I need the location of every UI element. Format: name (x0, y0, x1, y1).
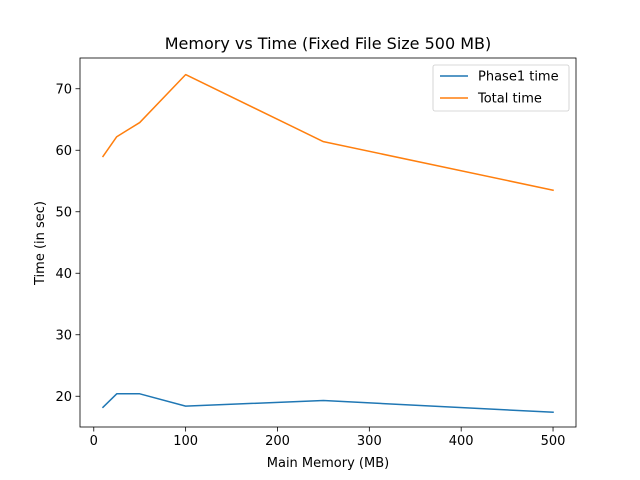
x-tick-label: 0 (90, 434, 98, 449)
x-tick-label: 400 (449, 434, 474, 449)
y-tick-label: 60 (55, 144, 72, 159)
x-tick-label: 200 (265, 434, 290, 449)
x-tick-label: 100 (173, 434, 198, 449)
x-tick-label: 500 (541, 434, 566, 449)
y-axis-label: Time (in sec) (33, 201, 48, 286)
legend-label-phase1-time: Phase1 time (478, 70, 559, 85)
series-line-total-time (101, 73, 554, 192)
chart-title: Memory vs Time (Fixed File Size 500 MB) (165, 34, 492, 53)
y-tick-label: 50 (55, 205, 72, 220)
series-line-phase1-time (101, 393, 554, 414)
axes-frame (79, 57, 577, 428)
y-tick-label: 40 (55, 267, 72, 282)
plot-area: 0 100 200 300 400 500 20 30 40 50 60 70 Phase1 time T… (55, 57, 577, 449)
x-axis-label: Main Memory (MB) (267, 456, 389, 471)
y-tick-label: 70 (55, 82, 72, 97)
legend: Phase1 time Total time (432, 64, 570, 112)
legend-label-total-time: Total time (477, 92, 542, 107)
y-tick-label: 20 (55, 390, 72, 405)
x-tick-label: 300 (357, 434, 382, 449)
y-tick-label: 30 (55, 328, 72, 343)
